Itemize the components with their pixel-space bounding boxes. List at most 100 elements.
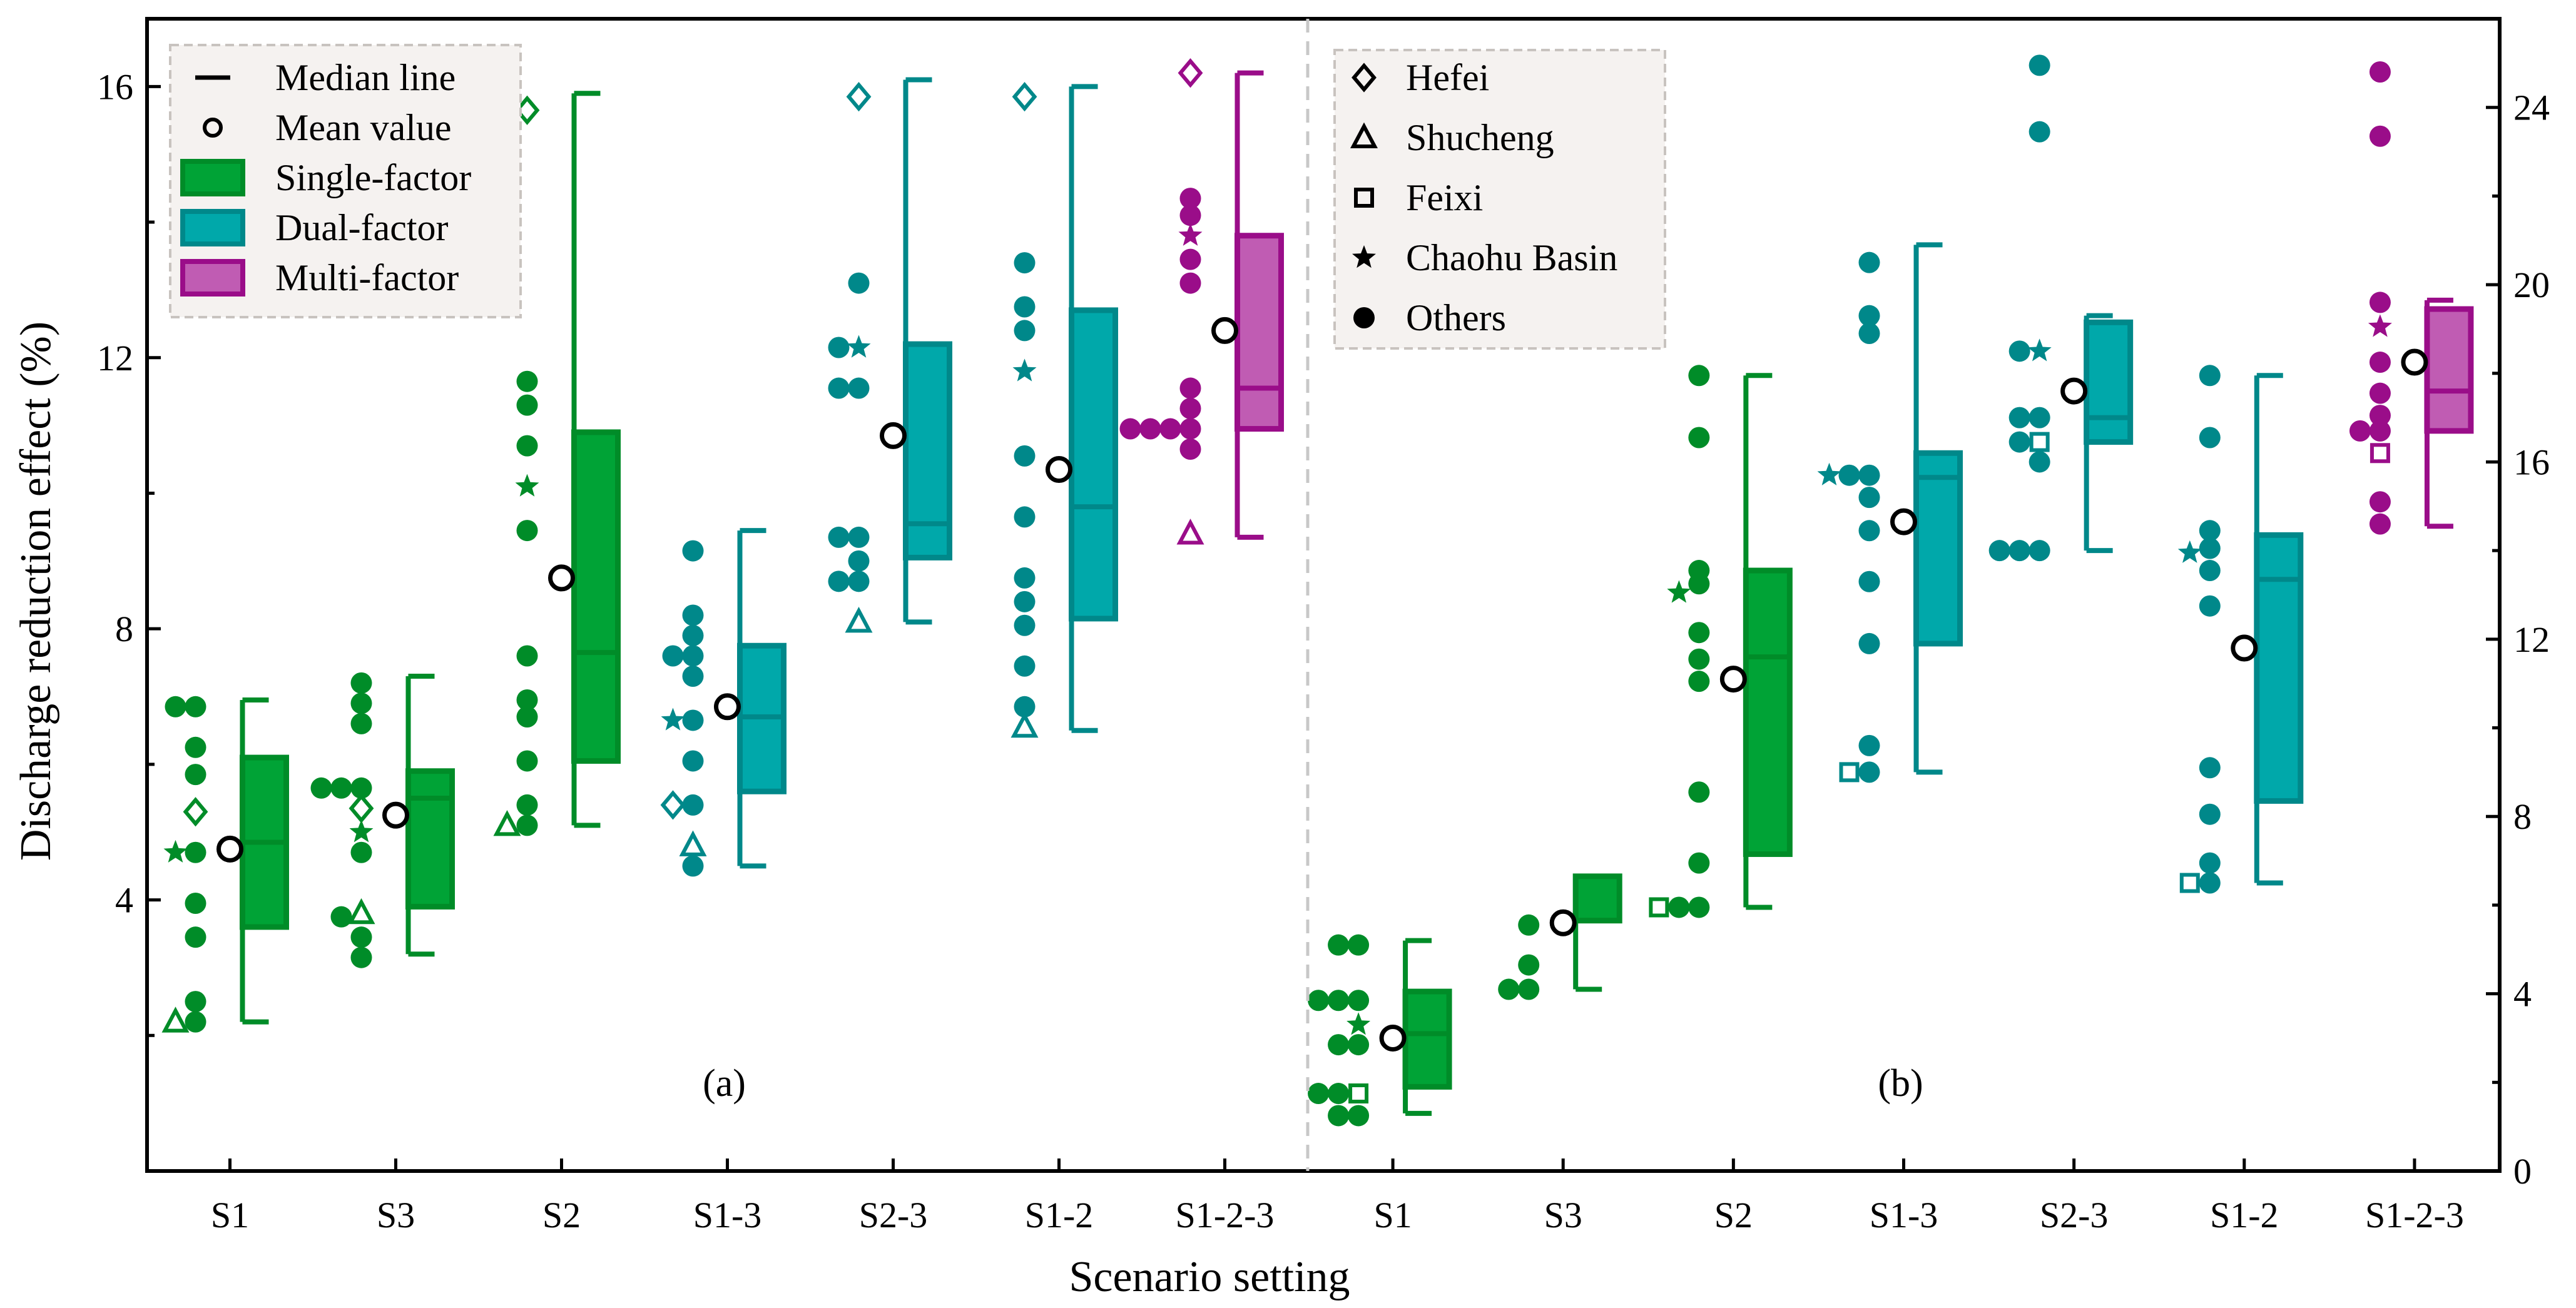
data-point-dot	[1014, 655, 1036, 677]
x-tick-label: S3	[1544, 1195, 1582, 1235]
y-tick-label-right: 24	[2513, 88, 2550, 128]
box-S2-3	[1988, 54, 2134, 562]
legend-label: Others	[1406, 297, 1506, 338]
data-point-dot	[2029, 121, 2050, 143]
legend-label: Dual-factor	[275, 207, 449, 248]
mean-marker	[1379, 1024, 1407, 1052]
data-point-triangle	[845, 606, 873, 633]
data-point-dot	[848, 272, 870, 294]
data-point-dot	[516, 689, 538, 711]
data-point-dot	[2369, 292, 2391, 313]
x-tick-label: S2-3	[859, 1195, 928, 1235]
legend-swatch-dual	[180, 209, 245, 246]
data-point-triangle	[347, 898, 375, 925]
data-point-star	[2027, 338, 2052, 362]
iqr-box	[2424, 306, 2474, 434]
legends: Median line Mean value Single-factor Dual-f…	[169, 44, 1666, 350]
data-point-dot	[350, 946, 372, 968]
data-point-dot	[828, 526, 850, 548]
iqr-box	[1069, 307, 1118, 622]
data-point-dot	[848, 377, 870, 399]
x-tick-label: S2	[1714, 1195, 1753, 1235]
data-point-dot	[1498, 978, 1520, 1000]
data-point-dot	[1348, 1105, 1370, 1127]
data-point-dot	[1518, 914, 1540, 936]
legend-label: Feixi	[1406, 177, 1483, 218]
data-point-dot	[1518, 978, 1540, 1000]
data-point-dot	[2369, 382, 2391, 404]
data-point-dot	[1858, 761, 1880, 783]
y-tick-label-right: 12	[2513, 619, 2550, 660]
x-tick-label: S1	[1373, 1195, 1412, 1235]
iqr-box	[405, 768, 455, 910]
data-point-dot	[682, 645, 704, 667]
data-point-star	[847, 335, 871, 358]
data-point-dot	[2369, 61, 2391, 83]
data-point-dot	[1179, 205, 1201, 226]
data-point-dot	[1328, 1083, 1350, 1105]
data-point-dot	[2008, 407, 2030, 428]
data-point-dot	[1988, 540, 2010, 562]
data-point-dot	[1328, 1034, 1350, 1056]
data-point-dot	[1179, 398, 1201, 420]
data-point-dot	[330, 906, 352, 928]
iqr-box	[1743, 567, 1793, 857]
data-point-star	[1667, 580, 1691, 603]
mean-marker	[216, 835, 243, 863]
data-point-dot	[828, 570, 850, 592]
x-tick-label: S2	[542, 1195, 581, 1235]
data-point-triangle	[493, 810, 521, 836]
data-point-dot	[1179, 377, 1201, 399]
legend-swatch-multi	[180, 259, 245, 297]
data-point-square	[1839, 762, 1860, 783]
data-point-dot	[1119, 418, 1141, 440]
y-axis-label: Discharge reduction effect (%)	[12, 322, 60, 861]
data-point-dot	[2369, 420, 2391, 442]
box-S1-2	[1011, 81, 1118, 738]
y-tick-label-left: 16	[97, 66, 133, 107]
data-point-dot	[185, 1011, 206, 1033]
data-point-dot	[682, 625, 704, 647]
data-point-dot	[185, 926, 206, 948]
box-S3	[310, 672, 455, 968]
mean-marker	[880, 422, 907, 449]
x-tick-label: S1-2-3	[2365, 1195, 2464, 1235]
panel-label: (a)	[703, 1062, 746, 1105]
legend-star-symbol	[1352, 245, 1376, 268]
data-point-dot	[1688, 896, 1710, 918]
data-point-dot	[350, 777, 372, 799]
data-point-dot	[1858, 520, 1880, 542]
data-point-dot	[1139, 418, 1161, 440]
data-point-triangle	[679, 830, 707, 856]
data-point-dot	[2029, 451, 2050, 473]
data-point-dot	[1688, 648, 1710, 670]
data-point-diamond	[349, 793, 374, 823]
data-point-dot	[1688, 427, 1710, 449]
data-point-dot	[516, 706, 538, 728]
y-tick-label-right: 4	[2513, 974, 2532, 1015]
y-tick-label-left: 4	[115, 880, 133, 921]
data-point-triangle	[161, 1006, 190, 1033]
x-tick-label: S2-3	[2040, 1195, 2109, 1235]
mean-marker	[1549, 909, 1577, 936]
box-S2-3	[828, 77, 952, 633]
data-point-dot	[848, 526, 870, 548]
iqr-box	[1913, 450, 1963, 647]
data-point-star	[661, 707, 685, 731]
data-point-dot	[1328, 1105, 1350, 1127]
data-point-dot	[2199, 852, 2221, 874]
data-point-dot	[828, 337, 850, 358]
data-point-dot	[516, 370, 538, 392]
data-point-dot	[2199, 365, 2221, 387]
iqr-box	[1235, 233, 1284, 432]
data-point-dot	[516, 520, 538, 542]
data-point-dot	[1688, 622, 1710, 644]
data-point-dot	[1688, 365, 1710, 387]
data-point-dot	[1014, 445, 1036, 467]
data-point-dot	[2029, 540, 2050, 562]
data-point-dot	[1014, 320, 1036, 342]
data-point-dot	[1688, 781, 1710, 803]
data-point-dot	[1838, 464, 1860, 486]
box-S1	[161, 696, 289, 1033]
